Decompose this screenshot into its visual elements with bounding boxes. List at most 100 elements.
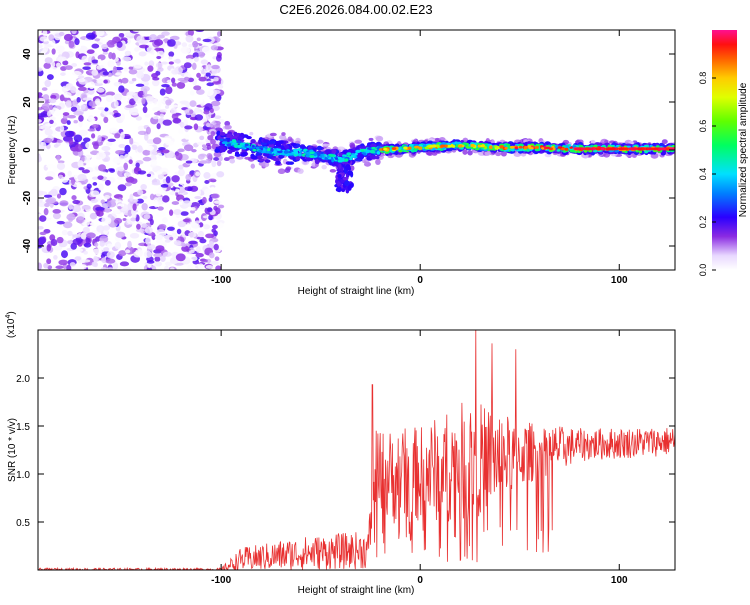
- heatmap-cell: [38, 262, 42, 270]
- heatmap-cell: [189, 90, 195, 96]
- heatmap-cell: [467, 150, 473, 156]
- heatmap-cell: [128, 159, 133, 165]
- heatmap-cell: [602, 145, 606, 148]
- heatmap-cell: [414, 145, 420, 149]
- heatmap-cell: [38, 97, 46, 105]
- heatmap-cell: [188, 231, 197, 238]
- heatmap-cell: [481, 144, 485, 148]
- heatmap-cell: [104, 107, 109, 112]
- heatmap-cell: [179, 178, 184, 186]
- heatmap-cell: [109, 111, 115, 115]
- heatmap-cell: [86, 49, 95, 54]
- heatmap-cell: [95, 30, 105, 37]
- heatmap-cell: [99, 38, 109, 44]
- heatmap-cell: [122, 267, 133, 270]
- heatmap-cell: [208, 240, 214, 248]
- heatmap-cell: [78, 114, 84, 122]
- heatmap-cell: [60, 176, 69, 183]
- snr-y-tick-label: 1.5: [16, 422, 30, 433]
- colorbar-tick-label: 0.8: [698, 72, 708, 85]
- heatmap-cell: [56, 193, 62, 199]
- heatmap-cell: [198, 160, 209, 164]
- heatmap-cell: [105, 258, 116, 264]
- heatmap-cell: [48, 34, 55, 42]
- heatmap-cell: [305, 154, 311, 158]
- heatmap-cell: [186, 222, 191, 230]
- heatmap-cell: [97, 58, 102, 66]
- heatmap-cell: [210, 130, 216, 137]
- heatmap-cell: [215, 94, 222, 102]
- heatmap-cell: [82, 97, 93, 101]
- heatmap-cell: [329, 169, 337, 173]
- heatmap-cell: [105, 114, 115, 119]
- heatmap-cell: [348, 149, 355, 154]
- heatmap-cell: [113, 217, 123, 224]
- heatmap-cell: [154, 47, 164, 52]
- heatmap-cell: [208, 252, 215, 259]
- heatmap-cell: [356, 149, 362, 153]
- heatmap-cell: [347, 170, 353, 176]
- heatmap-cell: [156, 123, 161, 130]
- heatmap-cell: [127, 240, 132, 249]
- heatmap-cell: [614, 149, 620, 153]
- heatmap-cell: [436, 144, 440, 149]
- heatmap-cell: [653, 147, 659, 151]
- colorbar-tick-label: 0.0: [698, 264, 708, 277]
- heatmap-cell: [212, 80, 222, 85]
- heatmap-cell: [234, 144, 238, 148]
- heatmap-cell: [43, 208, 49, 216]
- heatmap-cell: [38, 113, 47, 118]
- heatmap-cell: [250, 138, 256, 144]
- heatmap-cell: [156, 211, 166, 218]
- heatmap-cell: [348, 156, 353, 161]
- heatmap-cell: [203, 110, 210, 115]
- heatmap-cell: [145, 145, 155, 151]
- heatmap-cell: [117, 205, 122, 210]
- heatmap-cell: [228, 155, 235, 160]
- heatmap-cell: [146, 244, 156, 250]
- heatmap-cell: [470, 143, 475, 148]
- heatmap-cell: [71, 225, 79, 231]
- heatmap-cell: [42, 30, 48, 37]
- heatmap-cell: [264, 159, 271, 163]
- heatmap-cell: [222, 138, 228, 142]
- heatmap-cell: [145, 95, 155, 102]
- heatmap-cell: [505, 143, 511, 147]
- heatmap-cell: [91, 43, 100, 49]
- heatmap-cell: [90, 190, 100, 198]
- heatmap-cell: [38, 141, 44, 148]
- heatmap-cell: [431, 147, 436, 151]
- heatmap-cell: [337, 156, 343, 160]
- heatmap-cell: [106, 141, 113, 146]
- heatmap-cell: [526, 148, 531, 152]
- heatmap-cell: [165, 86, 173, 95]
- heatmap-cell: [38, 107, 44, 111]
- heatmap-cell: [125, 104, 135, 109]
- heatmap-cell: [43, 62, 51, 69]
- heatmap-cell: [195, 171, 201, 177]
- heatmap-cell: [214, 115, 222, 120]
- heatmap-cell: [258, 145, 264, 149]
- heatmap-cell: [252, 148, 257, 152]
- heatmap-cell: [251, 144, 255, 148]
- heatmap-cell: [246, 135, 252, 140]
- heatmap-cell: [45, 164, 56, 169]
- heatmap-cell: [176, 81, 186, 89]
- heatmap-cell: [213, 76, 219, 82]
- heatmap-cell: [82, 137, 91, 142]
- heatmap-cell: [106, 251, 115, 259]
- heatmap-cell: [208, 178, 217, 183]
- heatmap-cell: [149, 150, 158, 156]
- colorbar-tick-label: 0.4: [698, 168, 708, 181]
- heatmap-cell: [236, 156, 244, 160]
- heatmap-cell: [297, 168, 304, 174]
- heatmap-cell: [134, 47, 140, 52]
- heatmap-cell: [180, 46, 191, 54]
- heatmap-cell: [133, 251, 143, 258]
- heatmap-cell: [132, 203, 137, 211]
- heatmap-cell: [152, 77, 160, 81]
- heatmap-cell: [168, 61, 174, 65]
- heatmap-cell: [172, 117, 181, 124]
- heatmap-cell: [77, 78, 86, 83]
